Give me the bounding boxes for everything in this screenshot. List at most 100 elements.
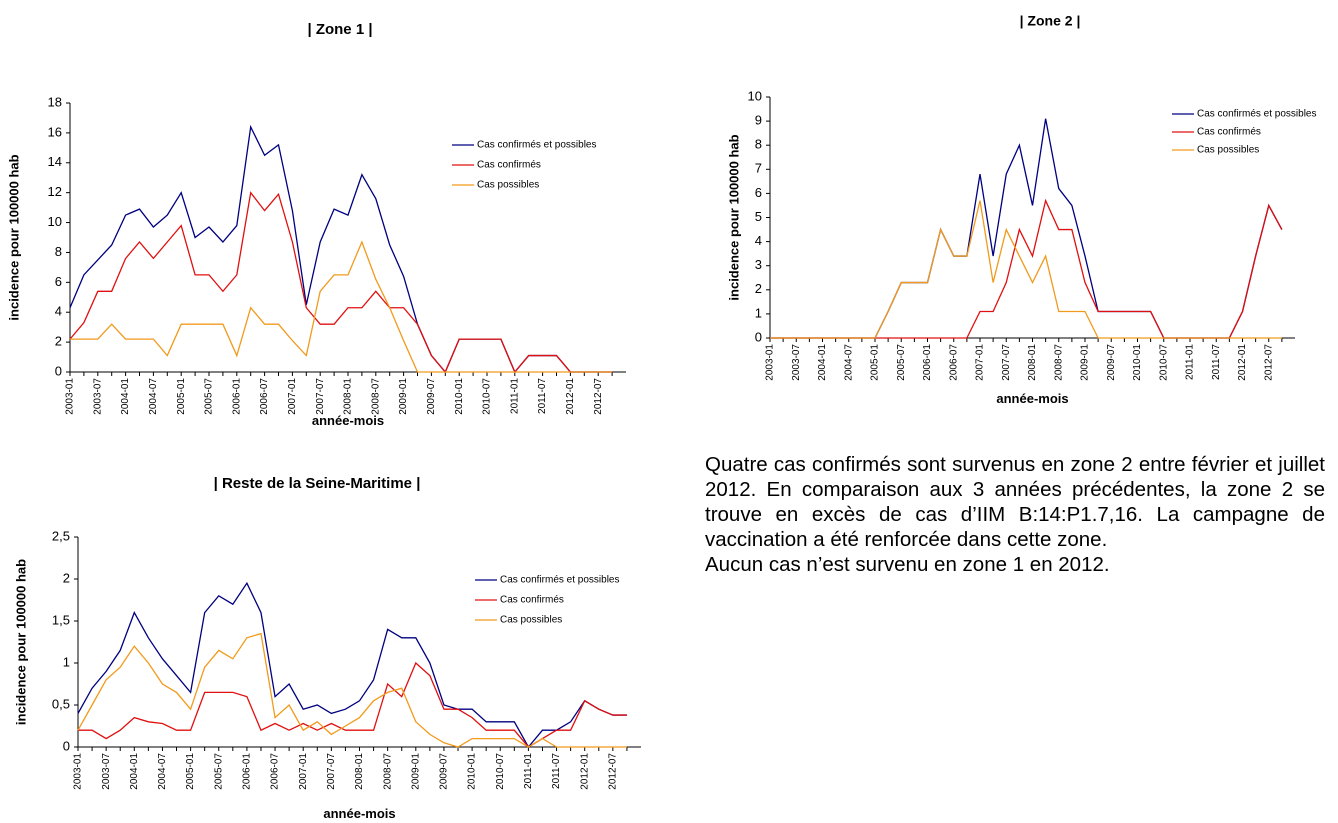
x-tick-label: 2008-01 bbox=[343, 378, 354, 415]
x-tick-label: 2006-01 bbox=[922, 344, 933, 381]
x-tick-label: 2008-07 bbox=[370, 378, 381, 415]
y-tick-label: 2 bbox=[755, 281, 762, 296]
x-tick-label: 2008-01 bbox=[1027, 344, 1038, 381]
x-tick-label: 2005-01 bbox=[870, 344, 881, 381]
x-tick-label: 2006-07 bbox=[270, 753, 281, 790]
x-tick-label: 2006-01 bbox=[231, 378, 242, 415]
y-tick-label: 0 bbox=[63, 738, 70, 753]
x-tick-label: 2007-07 bbox=[326, 753, 337, 790]
paragraph: Quatre cas confirmés sont survenus en zo… bbox=[705, 453, 1325, 551]
data-line bbox=[77, 632, 627, 748]
x-tick-label: 2006-07 bbox=[259, 378, 270, 415]
x-tick-label: 2010-01 bbox=[1132, 344, 1143, 381]
x-axis-label: année-mois bbox=[323, 806, 395, 821]
x-tick-label: 2012-01 bbox=[1237, 344, 1248, 381]
y-tick-label: 0 bbox=[755, 329, 762, 344]
x-tick-label: 2004-07 bbox=[843, 344, 854, 381]
y-tick-label: 0 bbox=[55, 363, 62, 378]
x-tick-label: 2006-07 bbox=[948, 344, 959, 381]
y-tick-label: 3 bbox=[755, 257, 762, 272]
legend-label: Cas confirmés et possibles bbox=[477, 140, 597, 151]
data-line bbox=[77, 581, 627, 749]
y-tick-label: 1 bbox=[755, 305, 762, 320]
legend-label: Cas confirmés bbox=[1197, 127, 1261, 138]
x-tick-label: 2009-01 bbox=[410, 753, 421, 790]
x-tick-label: 2009-07 bbox=[426, 378, 437, 415]
x-tick-label: 2008-07 bbox=[1053, 344, 1064, 381]
x-tick-label: 2012-07 bbox=[1263, 344, 1274, 381]
data-line bbox=[770, 200, 1282, 339]
x-axis-label: année-mois bbox=[312, 413, 384, 428]
x-tick-label: 2012-01 bbox=[579, 753, 590, 790]
line-chart: | Zone 2 | année-mois incidence pour 10000… bbox=[726, 13, 1316, 406]
x-tick-label: 2004-07 bbox=[148, 378, 159, 415]
y-tick-label: 2 bbox=[55, 334, 62, 349]
y-tick-label: 9 bbox=[755, 113, 762, 128]
legend-label: Cas possibles bbox=[1197, 145, 1259, 156]
legend-label: Cas confirmés bbox=[477, 160, 541, 171]
y-tick-label: 4 bbox=[755, 233, 762, 248]
x-tick-label: 2012-07 bbox=[607, 753, 618, 790]
x-tick-label: 2010-01 bbox=[454, 378, 465, 415]
x-tick-label: 2004-01 bbox=[817, 344, 828, 381]
chart-title: | Zone 2 | bbox=[1020, 13, 1081, 29]
y-tick-label: 2 bbox=[63, 570, 70, 585]
y-tick-label: 16 bbox=[48, 124, 62, 139]
x-tick-label: 2008-07 bbox=[382, 753, 393, 790]
line-chart: | Zone 1 | année-mois incidence pour 10000… bbox=[6, 21, 626, 428]
legend-label: Cas confirmés et possibles bbox=[500, 575, 620, 586]
chart-title: | Reste de la Seine-Maritime | bbox=[214, 475, 421, 492]
y-tick-label: 8 bbox=[755, 137, 762, 152]
legend-label: Cas confirmés bbox=[500, 595, 564, 606]
legend-label: Cas possibles bbox=[477, 180, 539, 191]
x-tick-label: 2004-01 bbox=[120, 378, 131, 415]
x-tick-label: 2004-01 bbox=[129, 753, 140, 790]
x-tick-label: 2009-01 bbox=[1080, 344, 1091, 381]
y-tick-label: 1 bbox=[63, 654, 70, 669]
x-tick-label: 2012-01 bbox=[565, 378, 576, 415]
x-tick-label: 2007-07 bbox=[1001, 344, 1012, 381]
x-tick-label: 2005-01 bbox=[185, 753, 196, 790]
y-axis-label: incidence pour 100000 hab bbox=[13, 559, 28, 725]
y-axis-label: incidence pour 100000 hab bbox=[726, 134, 741, 300]
y-tick-label: 10 bbox=[48, 214, 62, 229]
x-tick-label: 2007-01 bbox=[975, 344, 986, 381]
legend-label: Cas possibles bbox=[500, 615, 562, 626]
y-tick-label: 5 bbox=[755, 209, 762, 224]
y-tick-label: 10 bbox=[748, 88, 762, 103]
x-tick-label: 2010-07 bbox=[495, 753, 506, 790]
x-tick-label: 2005-07 bbox=[213, 753, 224, 790]
y-tick-label: 0,5 bbox=[52, 696, 70, 711]
y-tick-label: 18 bbox=[48, 94, 62, 109]
legend-label: Cas confirmés et possibles bbox=[1197, 109, 1317, 120]
y-tick-label: 8 bbox=[55, 244, 62, 259]
x-tick-label: 2007-01 bbox=[298, 753, 309, 790]
x-tick-label: 2009-07 bbox=[1106, 344, 1117, 381]
y-tick-label: 7 bbox=[755, 161, 762, 176]
y-tick-label: 12 bbox=[48, 184, 62, 199]
x-tick-label: 2009-07 bbox=[439, 753, 450, 790]
x-tick-label: 2004-07 bbox=[157, 753, 168, 790]
x-tick-label: 2003-01 bbox=[65, 378, 76, 415]
x-tick-label: 2003-01 bbox=[765, 344, 776, 381]
x-tick-label: 2003-07 bbox=[791, 344, 802, 381]
y-tick-label: 14 bbox=[48, 154, 62, 169]
x-tick-label: 2005-01 bbox=[176, 378, 187, 415]
chart-title: | Zone 1 | bbox=[307, 21, 372, 38]
x-tick-label: 2007-07 bbox=[315, 378, 326, 415]
x-tick-label: 2011-01 bbox=[523, 753, 534, 789]
x-tick-label: 2011-07 bbox=[551, 753, 562, 789]
x-tick-label: 2006-01 bbox=[242, 753, 253, 790]
x-tick-label: 2011-07 bbox=[537, 378, 548, 414]
y-tick-label: 2,5 bbox=[52, 528, 70, 543]
y-tick-label: 1,5 bbox=[52, 612, 70, 627]
x-tick-label: 2007-01 bbox=[287, 378, 298, 415]
paragraph: Aucun cas n’est survenu en zone 1 en 201… bbox=[705, 553, 1110, 576]
x-tick-label: 2003-07 bbox=[92, 378, 103, 415]
x-tick-label: 2009-01 bbox=[398, 378, 409, 415]
x-tick-label: 2003-07 bbox=[101, 753, 112, 790]
y-axis-label: incidence pour 100000 hab bbox=[6, 154, 21, 320]
y-tick-label: 6 bbox=[55, 274, 62, 289]
data-line bbox=[70, 240, 613, 373]
